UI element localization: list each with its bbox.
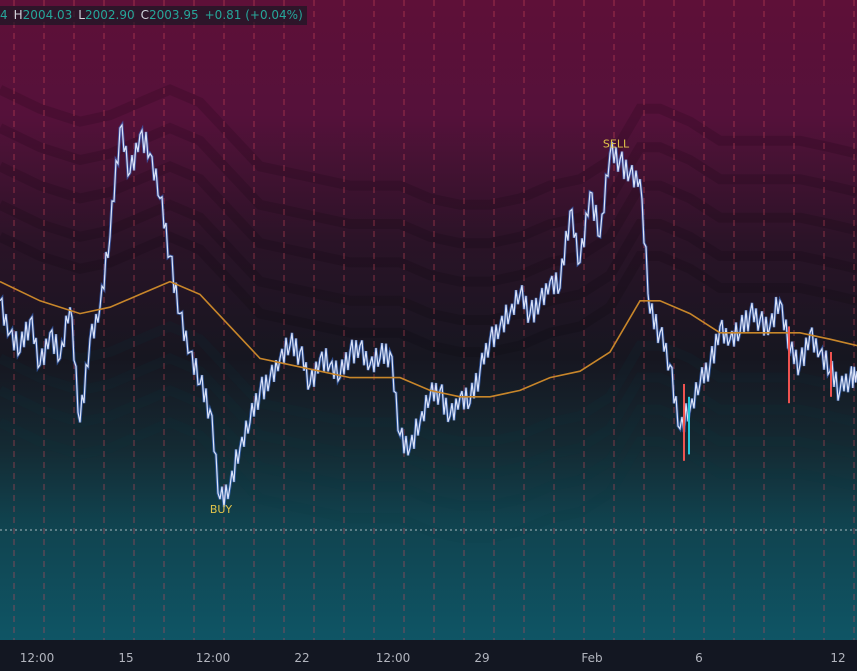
candle — [683, 384, 685, 461]
band-contour — [0, 231, 857, 357]
band-contour — [0, 84, 857, 210]
band-contour — [0, 384, 857, 511]
candle — [788, 326, 790, 404]
band-contours — [0, 84, 857, 543]
band-contour — [0, 416, 857, 543]
band-contour — [0, 199, 857, 325]
band-contour — [0, 122, 857, 249]
close-value: 2003.95 — [149, 8, 199, 22]
band-contour — [0, 352, 857, 479]
high-value: 2004.03 — [22, 8, 73, 22]
time-tick-label: 15 — [118, 651, 133, 665]
moving-average-line — [0, 280, 857, 398]
signal-label-sell: SELL — [603, 138, 630, 151]
low-value: 2002.90 — [84, 8, 135, 22]
time-tick-label: 12 — [830, 651, 845, 665]
background-bands — [0, 0, 857, 640]
band-contour — [0, 320, 857, 447]
time-axis — [0, 640, 857, 671]
band-contour — [0, 160, 857, 287]
time-tick-label: 12:00 — [196, 651, 231, 665]
time-axis-ticks: 12:00 15 12:00 22 12:00 29 Feb 6 12 — [20, 651, 846, 665]
candle — [830, 352, 832, 397]
signal-annotations: SELL BUY — [210, 138, 630, 517]
time-tick-label: 22 — [294, 651, 309, 665]
change-value: +0.81 (+0.04%) — [204, 8, 303, 22]
signal-label-buy: BUY — [210, 503, 233, 516]
time-tick-label: 12:00 — [20, 651, 55, 665]
high-key: H — [13, 8, 23, 22]
open-value: 4 — [0, 8, 8, 22]
close-key: C — [140, 8, 149, 22]
time-tick-label: 12:00 — [376, 651, 411, 665]
time-tick-label: Feb — [581, 651, 602, 665]
candles — [683, 326, 832, 461]
low-key: L — [78, 8, 85, 22]
candle — [688, 396, 690, 455]
price-series-line — [0, 123, 857, 508]
time-tick-label: 29 — [474, 651, 489, 665]
ohlc-legend: 4 H2004.03 L2002.90 C2003.95 +0.81 (+0.04%) — [0, 6, 307, 25]
time-tick-label: 6 — [695, 651, 703, 665]
